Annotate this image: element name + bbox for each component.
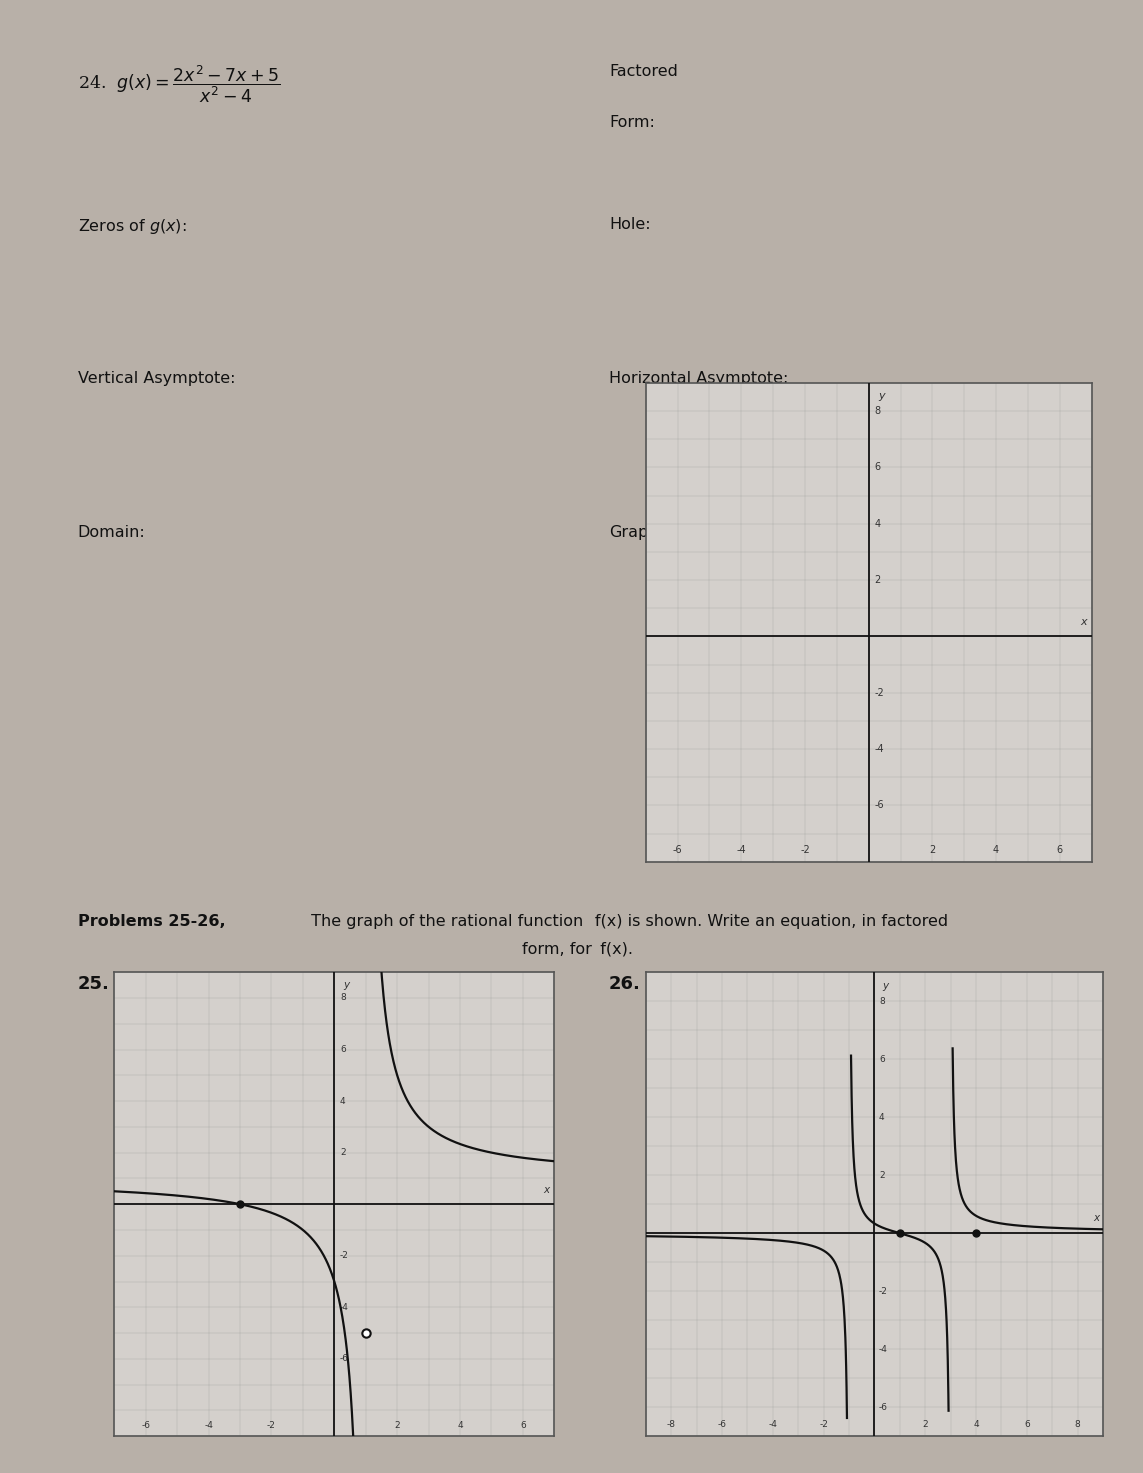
Text: 4: 4 bbox=[339, 1096, 345, 1106]
Text: y: y bbox=[878, 392, 885, 402]
Text: Zeros of $g(x)$:: Zeros of $g(x)$: bbox=[78, 218, 186, 236]
Text: 4: 4 bbox=[874, 518, 880, 529]
Text: 4: 4 bbox=[879, 1112, 885, 1121]
Text: 8: 8 bbox=[874, 407, 880, 417]
Text: -2: -2 bbox=[874, 688, 885, 698]
Text: 25.: 25. bbox=[78, 975, 110, 993]
Text: -4: -4 bbox=[736, 844, 746, 854]
Text: 4: 4 bbox=[993, 844, 999, 854]
Text: -2: -2 bbox=[339, 1251, 349, 1261]
Text: 8: 8 bbox=[1074, 1420, 1080, 1429]
Text: Problems 25-26,: Problems 25-26, bbox=[78, 915, 225, 929]
Text: Form:: Form: bbox=[609, 115, 655, 130]
Text: 2: 2 bbox=[394, 1421, 400, 1430]
Text: The graph of the rational function   f(x) is shown. Write an equation, in factor: The graph of the rational function f(x) … bbox=[306, 915, 949, 929]
Text: 4: 4 bbox=[457, 1421, 463, 1430]
Text: 6: 6 bbox=[520, 1421, 526, 1430]
Text: 6: 6 bbox=[1024, 1420, 1030, 1429]
Text: -6: -6 bbox=[879, 1402, 888, 1411]
Text: 2: 2 bbox=[929, 844, 935, 854]
Text: -6: -6 bbox=[142, 1421, 150, 1430]
Text: x: x bbox=[543, 1186, 550, 1195]
Text: 2: 2 bbox=[922, 1420, 928, 1429]
Text: 6: 6 bbox=[874, 463, 880, 473]
Text: 6: 6 bbox=[879, 1055, 885, 1064]
Text: form, for  f(x).: form, for f(x). bbox=[521, 941, 633, 957]
Text: 2: 2 bbox=[339, 1147, 345, 1158]
Text: Domain:: Domain: bbox=[78, 524, 145, 541]
Text: 2: 2 bbox=[879, 1171, 885, 1180]
Text: -6: -6 bbox=[718, 1420, 727, 1429]
Text: Hole:: Hole: bbox=[609, 218, 650, 233]
Text: -2: -2 bbox=[879, 1287, 888, 1296]
Text: x: x bbox=[1080, 617, 1087, 626]
Text: 6: 6 bbox=[1056, 844, 1063, 854]
Text: Factored: Factored bbox=[609, 63, 678, 78]
Text: -2: -2 bbox=[267, 1421, 275, 1430]
Text: -6: -6 bbox=[673, 844, 682, 854]
Text: 6: 6 bbox=[339, 1044, 345, 1055]
Text: 2: 2 bbox=[874, 574, 880, 585]
Text: -4: -4 bbox=[879, 1345, 888, 1354]
Text: 24.  $g(x) = \dfrac{2x^2-7x+5}{x^2-4}$: 24. $g(x) = \dfrac{2x^2-7x+5}{x^2-4}$ bbox=[78, 63, 280, 105]
Text: 8: 8 bbox=[879, 997, 885, 1006]
Text: -4: -4 bbox=[339, 1302, 349, 1312]
Text: -6: -6 bbox=[874, 800, 884, 810]
Text: -4: -4 bbox=[874, 744, 884, 754]
Text: Horizontal Asymptote:: Horizontal Asymptote: bbox=[609, 371, 789, 386]
Text: y: y bbox=[344, 980, 350, 990]
Text: y: y bbox=[882, 981, 888, 991]
Text: 4: 4 bbox=[973, 1420, 978, 1429]
Text: -8: -8 bbox=[666, 1420, 676, 1429]
Text: Graph:: Graph: bbox=[609, 524, 664, 541]
Text: -2: -2 bbox=[800, 844, 810, 854]
Text: -4: -4 bbox=[768, 1420, 777, 1429]
Text: -4: -4 bbox=[205, 1421, 213, 1430]
Text: Vertical Asymptote:: Vertical Asymptote: bbox=[78, 371, 235, 386]
Text: -2: -2 bbox=[820, 1420, 828, 1429]
Text: x: x bbox=[1094, 1214, 1100, 1223]
Text: 26.: 26. bbox=[609, 975, 641, 993]
Text: 8: 8 bbox=[339, 993, 345, 1003]
Text: -6: -6 bbox=[339, 1354, 349, 1364]
